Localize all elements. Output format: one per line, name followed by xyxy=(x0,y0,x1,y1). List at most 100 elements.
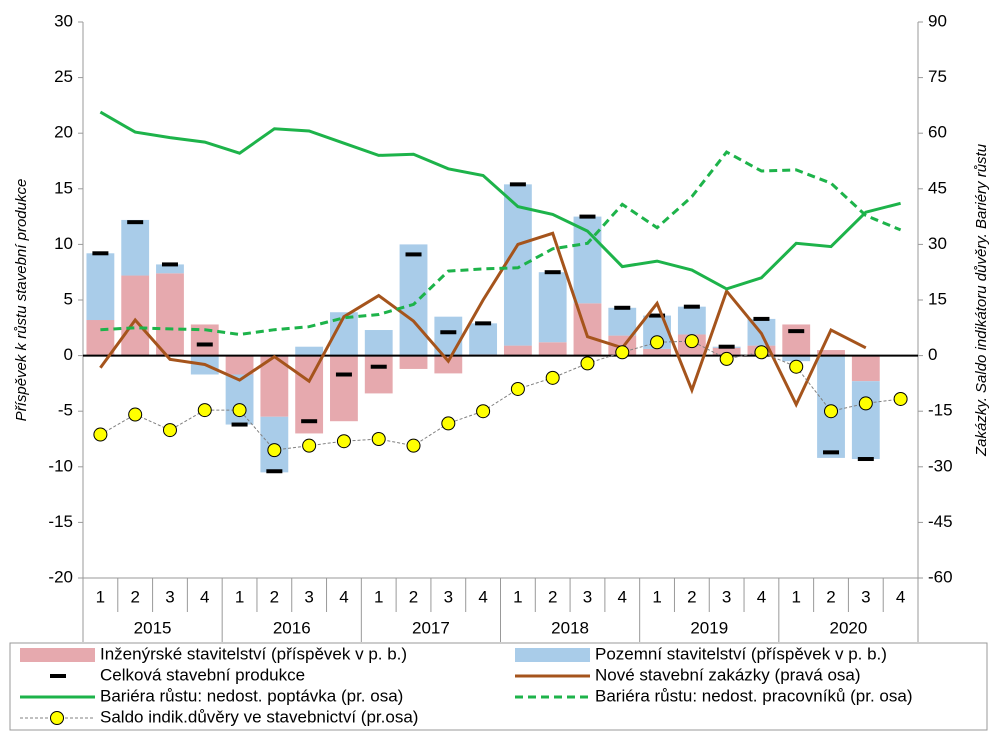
y-tick-label: 0 xyxy=(64,345,73,364)
x-tick-label: 1 xyxy=(96,587,105,606)
total-marker xyxy=(301,419,318,424)
bar xyxy=(156,273,184,356)
x-tick-label: 3 xyxy=(444,587,453,606)
dot xyxy=(267,443,282,458)
legend-swatch xyxy=(515,648,590,662)
x-tick-label: 1 xyxy=(652,587,661,606)
bar xyxy=(851,381,880,460)
x-tick-label: 4 xyxy=(618,587,627,606)
dot xyxy=(476,404,491,419)
total-marker xyxy=(266,469,283,474)
y-tick-label: 30 xyxy=(54,11,73,30)
x-tick-label: 4 xyxy=(757,587,766,606)
line xyxy=(99,231,867,408)
legend-label: Nové stavební zakázky (pravá osa) xyxy=(595,665,861,684)
year-label: 2018 xyxy=(551,618,589,637)
total-marker xyxy=(475,321,492,326)
bar xyxy=(538,342,567,356)
legend-swatch xyxy=(50,711,64,725)
y-tick-label: 20 xyxy=(54,123,73,142)
total-marker xyxy=(161,262,178,267)
x-tick-label: 2 xyxy=(548,587,557,606)
total-marker xyxy=(196,342,213,347)
x-tick-label: 2 xyxy=(409,587,418,606)
bar xyxy=(503,345,532,356)
dot xyxy=(510,381,525,396)
dot xyxy=(754,345,769,360)
y-tick-label: 10 xyxy=(54,234,73,253)
dot xyxy=(719,351,734,366)
year-label: 2016 xyxy=(273,618,311,637)
bar xyxy=(364,330,393,356)
bar xyxy=(817,350,845,356)
dot xyxy=(684,334,699,349)
y-tick-label: -5 xyxy=(58,401,73,420)
bar xyxy=(86,253,115,321)
y2-tick-label: 60 xyxy=(928,123,947,142)
legend-box xyxy=(9,642,988,731)
y2-tick-label: 30 xyxy=(928,234,947,253)
total-marker xyxy=(405,252,422,257)
line xyxy=(100,150,902,337)
x-tick-label: 3 xyxy=(722,587,731,606)
total-marker xyxy=(440,330,457,335)
x-tick-label: 3 xyxy=(583,587,592,606)
x-tick-label: 1 xyxy=(235,587,244,606)
dot xyxy=(580,356,595,371)
bar xyxy=(295,346,324,356)
year-label: 2015 xyxy=(134,618,172,637)
x-tick-label: 2 xyxy=(130,587,139,606)
total-marker xyxy=(370,364,387,369)
total-marker xyxy=(649,313,666,318)
dot xyxy=(406,438,421,453)
legend-label: Celková stavební produkce xyxy=(100,665,305,684)
total-marker xyxy=(92,251,109,256)
dot xyxy=(824,404,839,419)
bar xyxy=(330,355,358,422)
x-tick-label: 4 xyxy=(200,587,209,606)
year-label: 2020 xyxy=(830,618,868,637)
bar xyxy=(364,355,393,394)
total-marker xyxy=(857,457,874,462)
y2-tick-label: -30 xyxy=(928,456,953,475)
y-tick-label: -20 xyxy=(48,567,73,586)
dot xyxy=(789,359,804,374)
y-tick-label: -10 xyxy=(48,456,73,475)
y2-tick-label: -45 xyxy=(928,512,953,531)
year-label: 2019 xyxy=(690,618,728,637)
bar xyxy=(608,307,637,336)
x-tick-label: 4 xyxy=(339,587,348,606)
dot xyxy=(615,345,630,360)
x-tick-label: 3 xyxy=(165,587,174,606)
x-tick-label: 1 xyxy=(513,587,522,606)
dot xyxy=(650,335,665,350)
total-marker xyxy=(788,329,805,334)
x-tick-label: 2 xyxy=(687,587,696,606)
y-tick-label: 25 xyxy=(54,67,73,86)
x-tick-label: 1 xyxy=(791,587,800,606)
y-tick-label: 5 xyxy=(64,289,73,308)
bar xyxy=(469,323,498,355)
bar xyxy=(538,272,567,343)
dot xyxy=(441,416,456,431)
dot xyxy=(545,370,560,385)
x-tick-label: 3 xyxy=(304,587,313,606)
legend-label: Bariéra růstu: nedost. pracovníků (pr. o… xyxy=(595,686,913,705)
bar xyxy=(225,355,254,375)
y2-tick-label: -15 xyxy=(928,401,953,420)
y2-tick-label: 15 xyxy=(928,289,947,308)
x-tick-label: 4 xyxy=(896,587,905,606)
x-tick-label: 1 xyxy=(374,587,383,606)
legend-label: Pozemní stavitelství (příspěvek v p. b.) xyxy=(595,644,887,663)
total-marker xyxy=(614,305,631,310)
y-tick-label: -15 xyxy=(48,512,73,531)
bar xyxy=(782,324,811,356)
total-marker xyxy=(335,372,352,377)
bar xyxy=(503,184,532,346)
total-marker xyxy=(544,270,561,275)
bar xyxy=(86,320,115,356)
dot xyxy=(371,432,386,446)
total-marker xyxy=(823,450,840,455)
x-tick-label: 2 xyxy=(270,587,279,606)
